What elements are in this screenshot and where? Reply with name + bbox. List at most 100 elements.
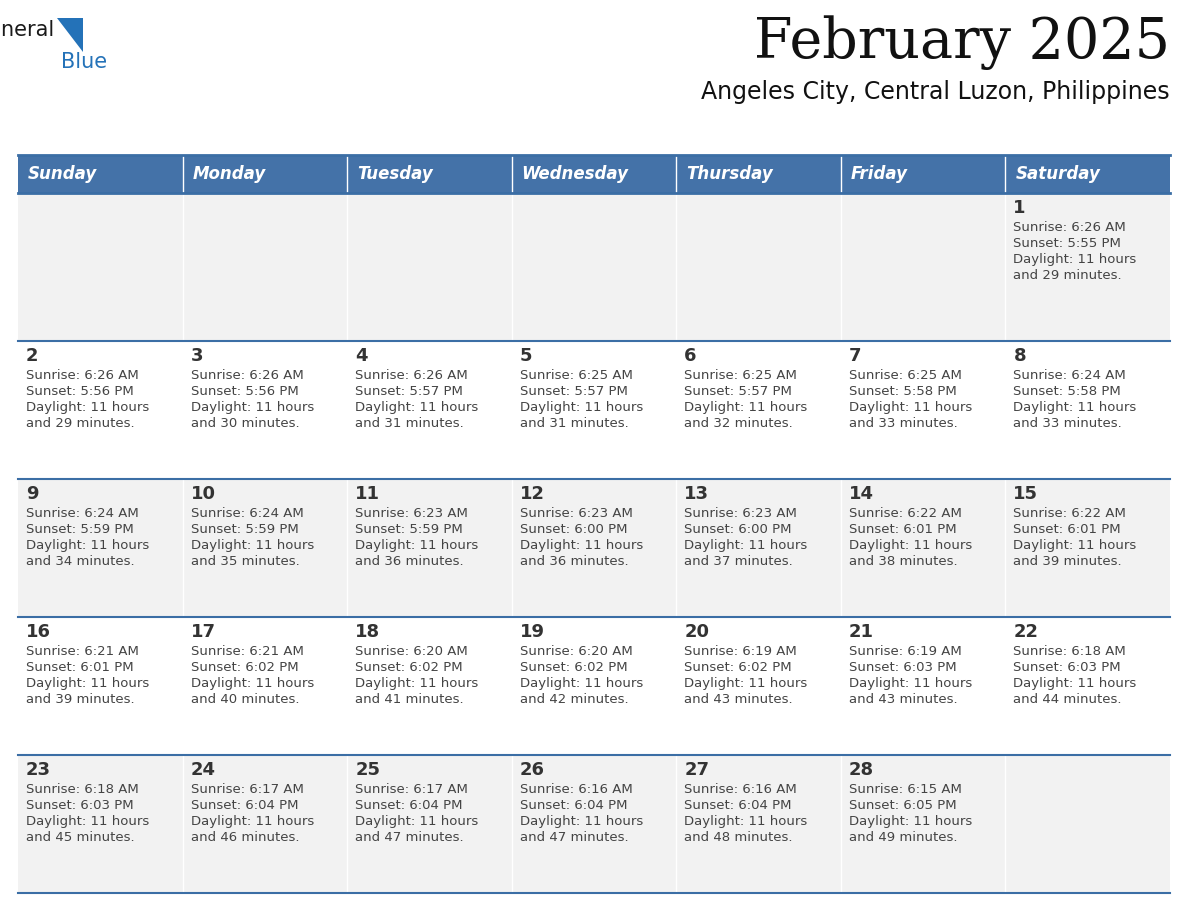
Polygon shape xyxy=(57,18,83,52)
Text: 9: 9 xyxy=(26,485,38,503)
Text: Sunrise: 6:22 AM: Sunrise: 6:22 AM xyxy=(849,507,962,520)
Text: February 2025: February 2025 xyxy=(754,15,1170,70)
Text: Sunrise: 6:21 AM: Sunrise: 6:21 AM xyxy=(26,645,139,658)
Text: Blue: Blue xyxy=(61,52,107,72)
Text: Sunset: 6:00 PM: Sunset: 6:00 PM xyxy=(519,523,627,536)
Bar xyxy=(18,155,1170,193)
Text: Sunset: 6:04 PM: Sunset: 6:04 PM xyxy=(684,799,791,812)
Bar xyxy=(841,341,1005,479)
Text: Sunrise: 6:16 AM: Sunrise: 6:16 AM xyxy=(519,783,632,796)
Text: Sunset: 5:57 PM: Sunset: 5:57 PM xyxy=(355,385,463,398)
Bar xyxy=(676,193,841,341)
Text: Daylight: 11 hours: Daylight: 11 hours xyxy=(849,401,972,414)
Text: Sunset: 5:59 PM: Sunset: 5:59 PM xyxy=(190,523,298,536)
Text: 11: 11 xyxy=(355,485,380,503)
Text: 27: 27 xyxy=(684,761,709,779)
Bar xyxy=(1005,193,1170,341)
Bar xyxy=(676,755,841,893)
Text: Sunrise: 6:24 AM: Sunrise: 6:24 AM xyxy=(190,507,303,520)
Text: Daylight: 11 hours: Daylight: 11 hours xyxy=(684,677,808,690)
Text: 16: 16 xyxy=(26,623,51,641)
Text: and 34 minutes.: and 34 minutes. xyxy=(26,555,134,568)
Text: Sunday: Sunday xyxy=(29,165,97,183)
Text: Daylight: 11 hours: Daylight: 11 hours xyxy=(26,539,150,552)
Text: Wednesday: Wednesday xyxy=(522,165,628,183)
Text: Daylight: 11 hours: Daylight: 11 hours xyxy=(190,401,314,414)
Text: and 39 minutes.: and 39 minutes. xyxy=(1013,555,1121,568)
Text: Sunset: 6:04 PM: Sunset: 6:04 PM xyxy=(190,799,298,812)
Bar xyxy=(841,193,1005,341)
Text: and 39 minutes.: and 39 minutes. xyxy=(26,693,134,706)
Text: and 45 minutes.: and 45 minutes. xyxy=(26,831,134,844)
Text: Daylight: 11 hours: Daylight: 11 hours xyxy=(519,815,643,828)
Bar xyxy=(841,479,1005,617)
Text: Daylight: 11 hours: Daylight: 11 hours xyxy=(26,677,150,690)
Text: Sunrise: 6:26 AM: Sunrise: 6:26 AM xyxy=(355,369,468,382)
Text: Saturday: Saturday xyxy=(1016,165,1100,183)
Text: 10: 10 xyxy=(190,485,215,503)
Text: Sunrise: 6:20 AM: Sunrise: 6:20 AM xyxy=(519,645,632,658)
Bar xyxy=(1005,341,1170,479)
Text: and 42 minutes.: and 42 minutes. xyxy=(519,693,628,706)
Text: Sunrise: 6:16 AM: Sunrise: 6:16 AM xyxy=(684,783,797,796)
Text: 2: 2 xyxy=(26,347,38,365)
Text: Daylight: 11 hours: Daylight: 11 hours xyxy=(26,401,150,414)
Text: Sunrise: 6:26 AM: Sunrise: 6:26 AM xyxy=(1013,221,1126,234)
Text: Sunrise: 6:17 AM: Sunrise: 6:17 AM xyxy=(190,783,303,796)
Text: Sunset: 6:04 PM: Sunset: 6:04 PM xyxy=(519,799,627,812)
Text: Sunset: 6:05 PM: Sunset: 6:05 PM xyxy=(849,799,956,812)
Text: 26: 26 xyxy=(519,761,545,779)
Text: Sunrise: 6:25 AM: Sunrise: 6:25 AM xyxy=(519,369,632,382)
Text: and 33 minutes.: and 33 minutes. xyxy=(849,417,958,430)
Text: Daylight: 11 hours: Daylight: 11 hours xyxy=(355,401,479,414)
Text: Sunrise: 6:25 AM: Sunrise: 6:25 AM xyxy=(684,369,797,382)
Text: Daylight: 11 hours: Daylight: 11 hours xyxy=(355,677,479,690)
Text: Sunrise: 6:26 AM: Sunrise: 6:26 AM xyxy=(26,369,139,382)
Text: 23: 23 xyxy=(26,761,51,779)
Text: 8: 8 xyxy=(1013,347,1026,365)
Text: Sunrise: 6:24 AM: Sunrise: 6:24 AM xyxy=(1013,369,1126,382)
Text: and 48 minutes.: and 48 minutes. xyxy=(684,831,792,844)
Text: and 47 minutes.: and 47 minutes. xyxy=(519,831,628,844)
Text: 1: 1 xyxy=(1013,199,1026,217)
Text: 4: 4 xyxy=(355,347,367,365)
Text: Sunrise: 6:24 AM: Sunrise: 6:24 AM xyxy=(26,507,139,520)
Text: and 29 minutes.: and 29 minutes. xyxy=(1013,269,1121,282)
Text: Daylight: 11 hours: Daylight: 11 hours xyxy=(684,401,808,414)
Text: and 33 minutes.: and 33 minutes. xyxy=(1013,417,1123,430)
Text: 5: 5 xyxy=(519,347,532,365)
Text: and 37 minutes.: and 37 minutes. xyxy=(684,555,794,568)
Text: Angeles City, Central Luzon, Philippines: Angeles City, Central Luzon, Philippines xyxy=(701,80,1170,104)
Text: Friday: Friday xyxy=(851,165,908,183)
Bar xyxy=(676,341,841,479)
Text: 24: 24 xyxy=(190,761,215,779)
Text: Sunset: 6:02 PM: Sunset: 6:02 PM xyxy=(190,661,298,674)
Text: Sunset: 6:01 PM: Sunset: 6:01 PM xyxy=(26,661,133,674)
Bar xyxy=(347,193,512,341)
Text: 7: 7 xyxy=(849,347,861,365)
Text: 13: 13 xyxy=(684,485,709,503)
Text: Sunrise: 6:22 AM: Sunrise: 6:22 AM xyxy=(1013,507,1126,520)
Bar xyxy=(183,193,347,341)
Text: 28: 28 xyxy=(849,761,874,779)
Bar xyxy=(18,755,183,893)
Bar xyxy=(512,617,676,755)
Text: and 36 minutes.: and 36 minutes. xyxy=(355,555,463,568)
Text: Sunset: 6:02 PM: Sunset: 6:02 PM xyxy=(355,661,463,674)
Text: Sunset: 6:04 PM: Sunset: 6:04 PM xyxy=(355,799,462,812)
Text: Sunset: 5:57 PM: Sunset: 5:57 PM xyxy=(684,385,792,398)
Text: Daylight: 11 hours: Daylight: 11 hours xyxy=(1013,677,1137,690)
Text: Daylight: 11 hours: Daylight: 11 hours xyxy=(190,677,314,690)
Text: and 43 minutes.: and 43 minutes. xyxy=(849,693,958,706)
Text: Sunset: 5:56 PM: Sunset: 5:56 PM xyxy=(26,385,134,398)
Text: Monday: Monday xyxy=(192,165,266,183)
Bar xyxy=(18,617,183,755)
Text: Sunset: 6:00 PM: Sunset: 6:00 PM xyxy=(684,523,791,536)
Text: and 44 minutes.: and 44 minutes. xyxy=(1013,693,1121,706)
Text: Daylight: 11 hours: Daylight: 11 hours xyxy=(519,539,643,552)
Text: Daylight: 11 hours: Daylight: 11 hours xyxy=(684,539,808,552)
Bar xyxy=(841,617,1005,755)
Text: Sunset: 6:03 PM: Sunset: 6:03 PM xyxy=(849,661,956,674)
Bar xyxy=(18,193,183,341)
Text: Sunrise: 6:23 AM: Sunrise: 6:23 AM xyxy=(684,507,797,520)
